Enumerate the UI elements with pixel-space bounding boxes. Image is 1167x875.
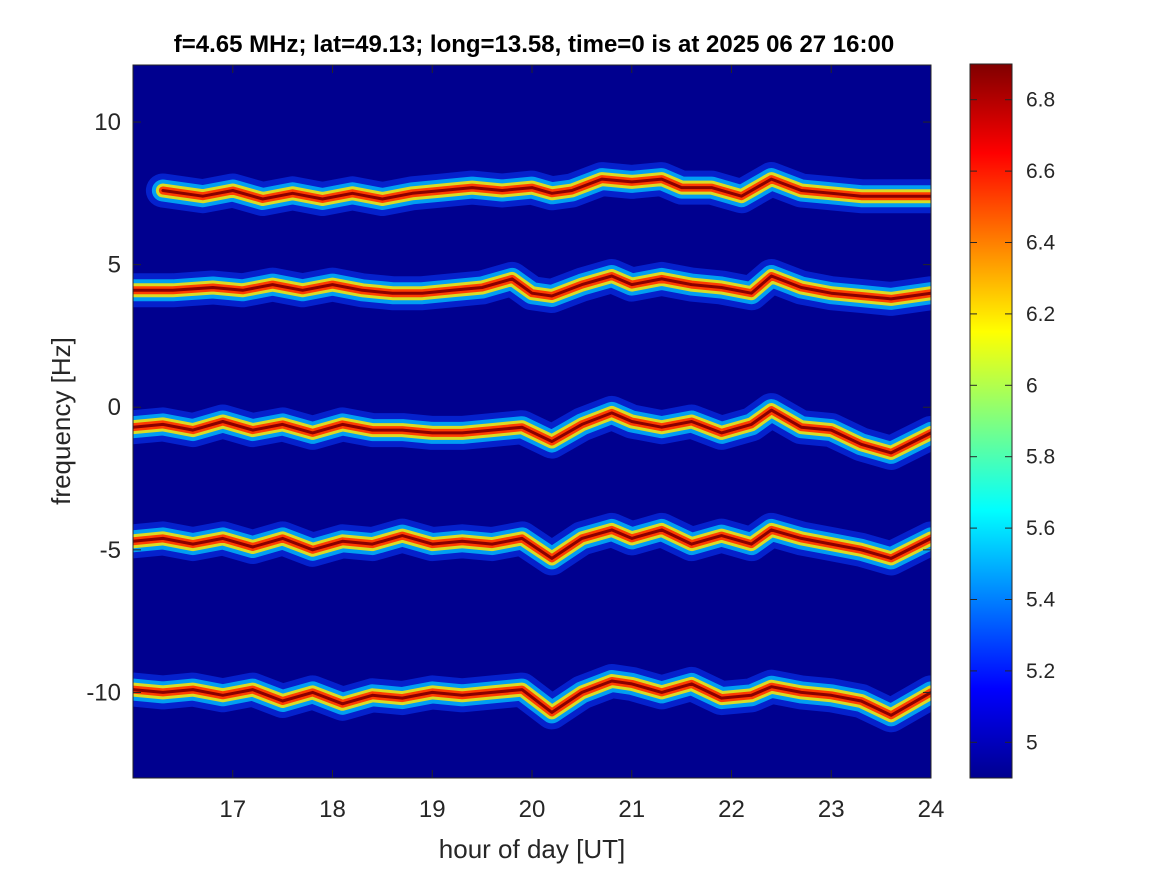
colorbar-tick-label: 5.8 — [1026, 446, 1055, 469]
colorbar-gradient — [969, 63, 1013, 779]
x-tick-label: 24 — [918, 796, 945, 823]
colorbar-tick-label: 6.8 — [1026, 89, 1055, 112]
colorbar-tick-label: 6.6 — [1026, 160, 1055, 183]
x-tick-label: 22 — [718, 796, 745, 823]
y-tick-label: 10 — [94, 109, 121, 136]
x-axis: 17 18 19 20 21 22 23 24 — [219, 65, 944, 823]
trace-5 — [133, 664, 931, 733]
chart-title: f=4.65 MHz; lat=49.13; long=13.58, time=… — [174, 31, 894, 58]
trace-3 — [133, 393, 931, 470]
trace-2-band-5 — [133, 274, 931, 301]
colorbar-tick-label: 6 — [1026, 374, 1038, 397]
y-tick-label: 0 — [108, 394, 121, 421]
trace-3-band-5 — [133, 408, 931, 455]
colorbar-tick-label: 6.4 — [1026, 232, 1056, 255]
colorbar-tick-label: 5.2 — [1026, 660, 1055, 683]
x-tick-label: 20 — [519, 796, 546, 823]
plot-area — [132, 64, 932, 779]
trace-1 — [145, 162, 931, 216]
trace-2 — [133, 259, 931, 316]
colorbar-tick-label: 5.4 — [1026, 589, 1056, 612]
y-tick-label: -10 — [86, 679, 121, 706]
trace-1-band-5 — [161, 177, 931, 201]
colorbar-tick-label: 5 — [1026, 731, 1038, 754]
trace-4 — [133, 512, 931, 576]
colorbar: 6.8 6.6 6.4 6.2 6 5.8 5.6 5.4 5.2 5 — [969, 63, 1056, 779]
spectrogram-traces — [133, 162, 931, 733]
colorbar-tick-label: 6.2 — [1026, 303, 1055, 326]
x-tick-label: 17 — [219, 796, 246, 823]
y-tick-label: -5 — [100, 537, 121, 564]
colorbar-ticks: 6.8 6.6 6.4 6.2 6 5.8 5.6 5.4 5.2 5 — [970, 89, 1056, 754]
trace-5-band-5 — [133, 679, 931, 717]
y-axis: 10 5 0 -5 -10 — [86, 109, 931, 706]
x-axis-label: hour of day [UT] — [439, 834, 625, 864]
y-axis-label: frequency [Hz] — [46, 337, 76, 505]
x-tick-label: 21 — [618, 796, 645, 823]
x-tick-label: 18 — [319, 796, 346, 823]
colorbar-tick-label: 5.6 — [1026, 517, 1055, 540]
y-tick-label: 5 — [108, 252, 121, 279]
x-tick-label: 19 — [419, 796, 446, 823]
trace-4-band-5 — [133, 528, 931, 560]
x-tick-label: 23 — [818, 796, 845, 823]
